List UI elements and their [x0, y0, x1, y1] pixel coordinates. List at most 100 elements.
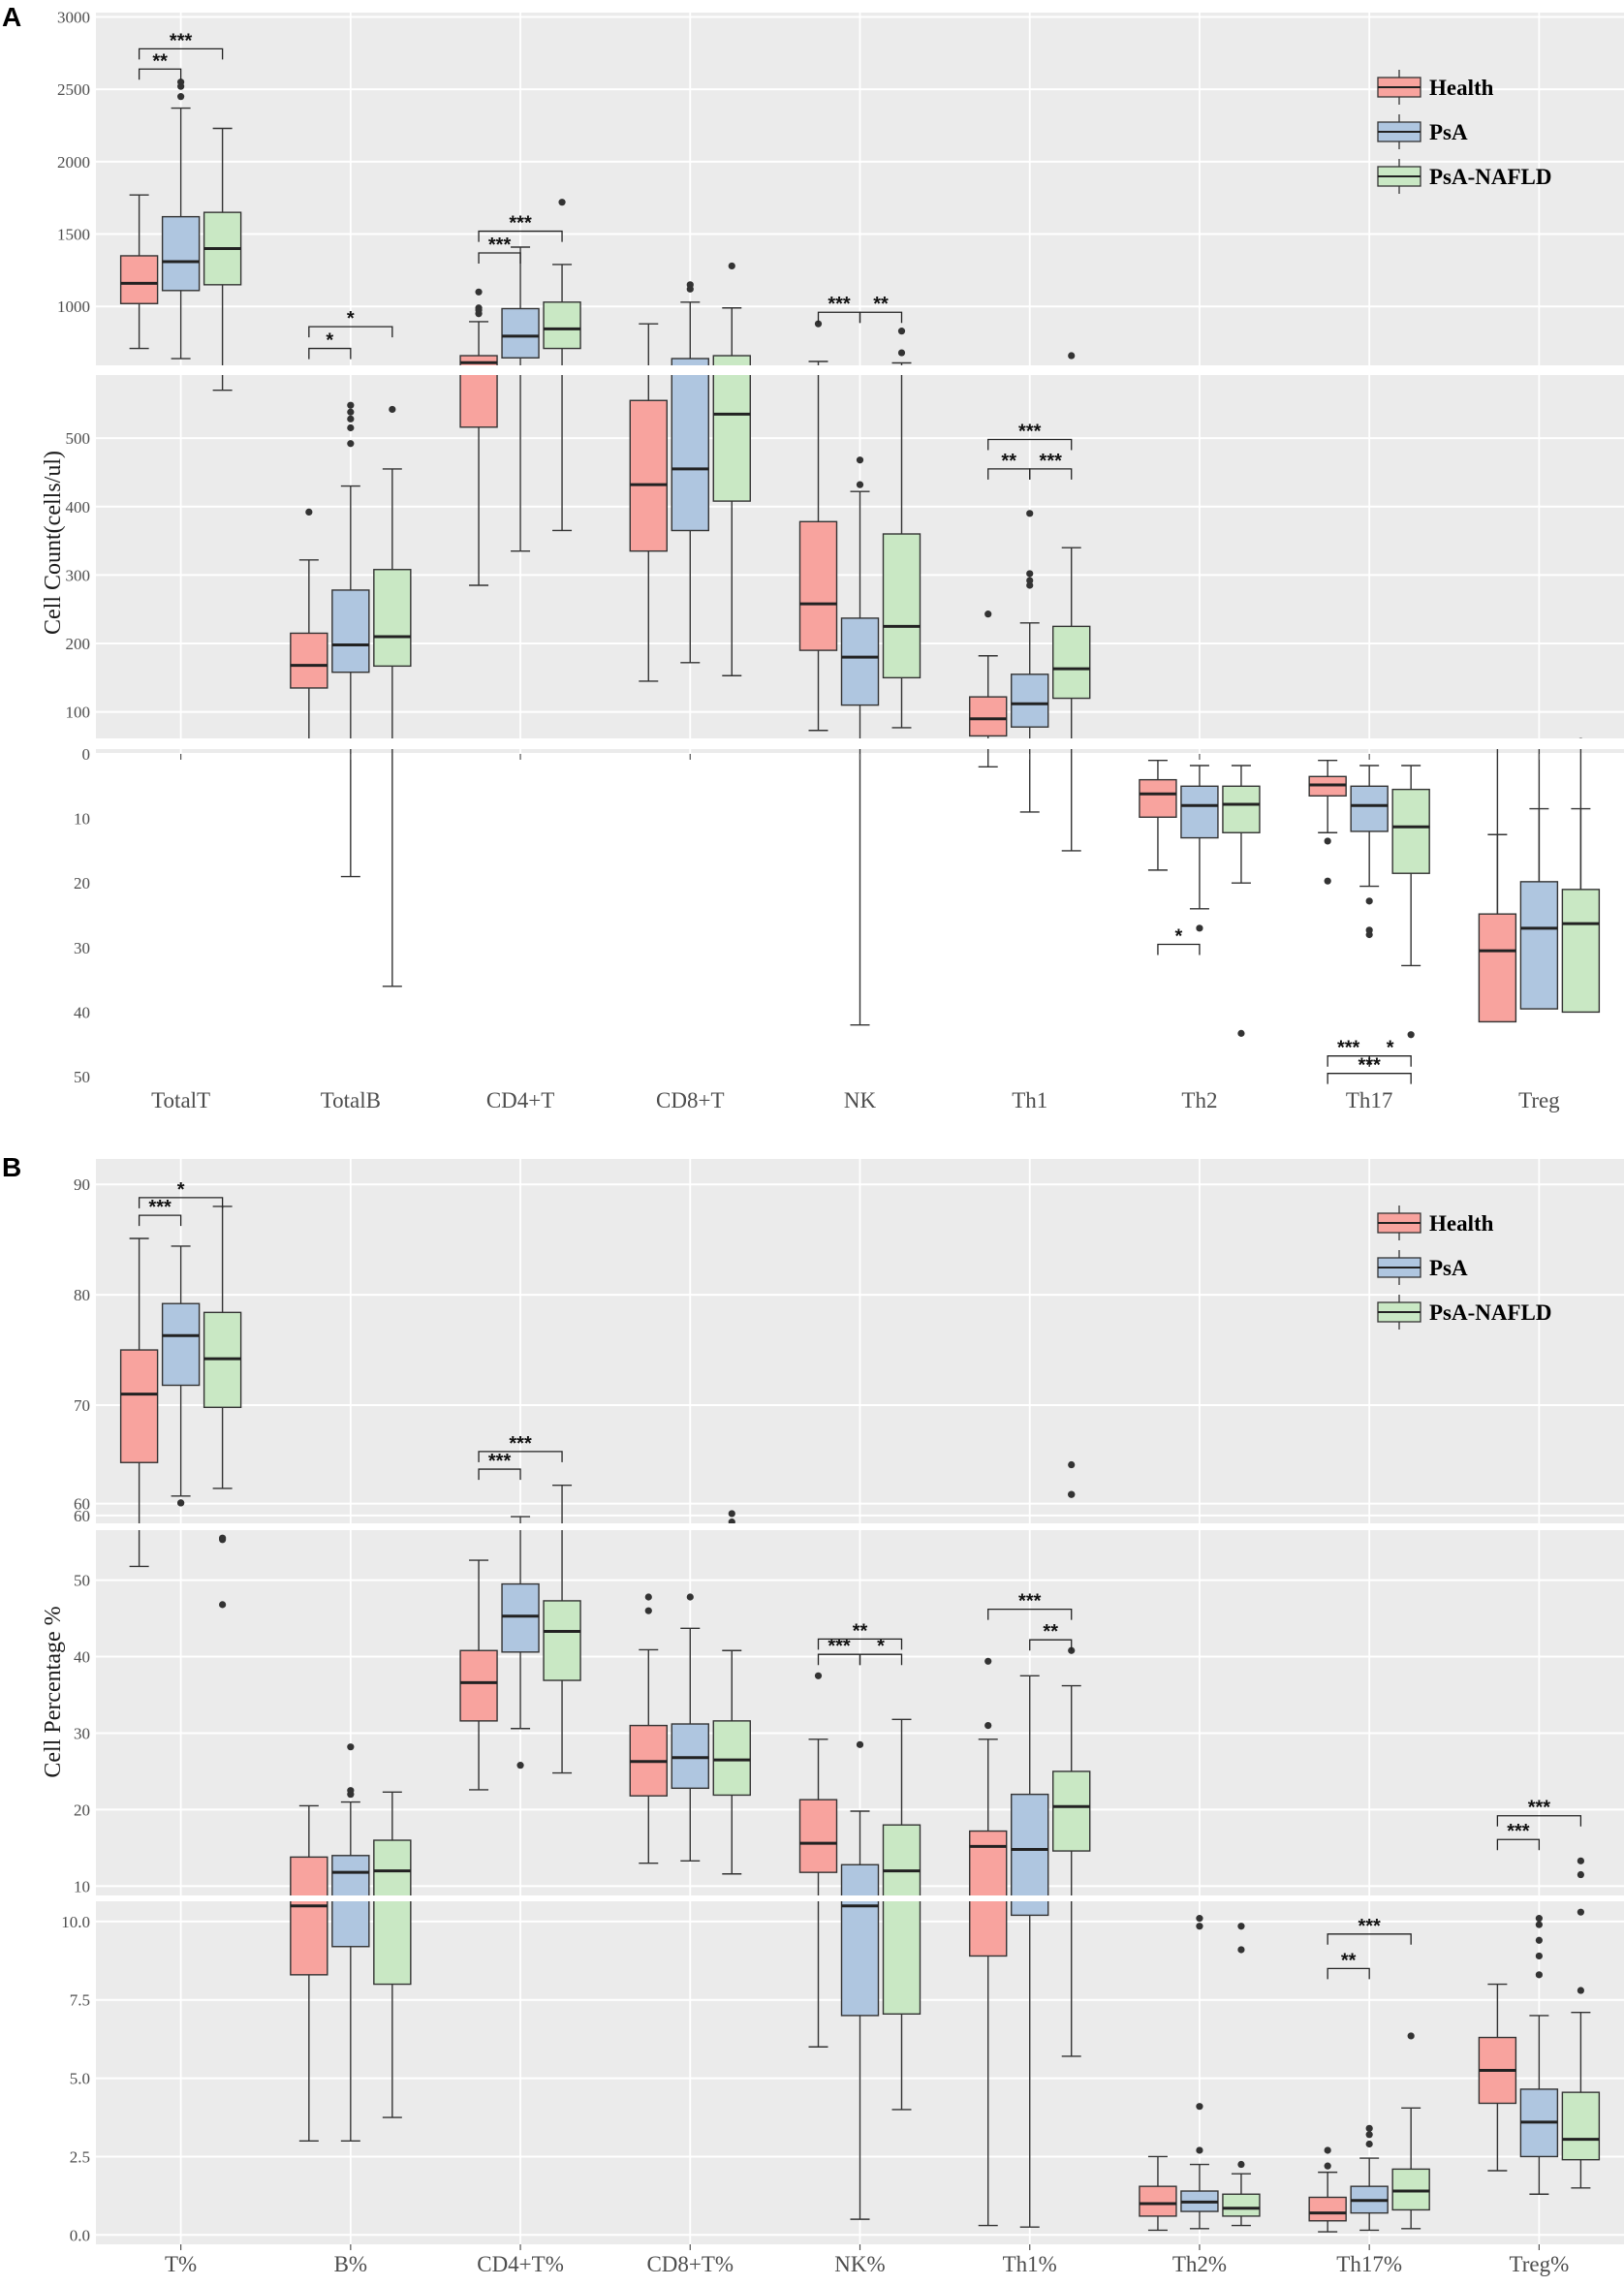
- outlier-point: [897, 349, 906, 357]
- bracket-line: [1496, 1815, 1582, 1827]
- box-psa-nafld-Th1: [1052, 352, 1091, 852]
- significance-bracket: *: [859, 1636, 903, 1666]
- box-psa-nafld-Treg: [1561, 737, 1601, 1014]
- outlier-point: [984, 611, 992, 618]
- significance-stars: ***: [1358, 1055, 1381, 1077]
- box-iqr: [373, 569, 412, 668]
- outlier-point: [1026, 577, 1034, 584]
- outlier-point: [1365, 930, 1373, 939]
- box-psa-CD4+T%: [501, 1516, 540, 1769]
- box-iqr: [1011, 1793, 1049, 1917]
- box-psa-CD8+T: [671, 281, 709, 664]
- box-iqr: [1011, 673, 1049, 728]
- significance-stars: **: [152, 50, 168, 72]
- significance-stars: **: [1043, 1621, 1058, 1643]
- box-psa-Th2%: [1180, 1915, 1219, 2230]
- y-tick-label: 50: [74, 1068, 90, 1086]
- legend-label: PsA-NAFLD: [1429, 165, 1552, 189]
- significance-stars: ***: [1018, 1591, 1042, 1613]
- significance-bracket: *: [308, 330, 352, 360]
- outlier-point: [686, 1593, 694, 1601]
- significance-bracket: **: [817, 1620, 903, 1650]
- y-tick-label: 1000: [57, 297, 90, 316]
- category-label: NK: [844, 1088, 877, 1112]
- outlier-point: [389, 405, 396, 414]
- significance-bracket: ***: [1327, 1916, 1412, 1945]
- outlier-point: [347, 408, 355, 416]
- box-psa-nafld-CD8+T%: [712, 1510, 751, 1875]
- box-iqr: [712, 355, 751, 502]
- category-label: Th2%: [1172, 2252, 1227, 2276]
- box-health-T%: [119, 1237, 159, 1568]
- box-iqr: [1478, 913, 1517, 1023]
- box-iqr: [1391, 2168, 1430, 2211]
- outlier-point: [475, 304, 483, 312]
- box-psa-Treg: [1519, 738, 1559, 1010]
- box-health-CD4+T%: [459, 1559, 498, 1791]
- significance-bracket: **: [138, 50, 182, 80]
- box-iqr: [1222, 785, 1261, 833]
- outlier-point: [1068, 1646, 1076, 1654]
- significance-bracket: ***: [1327, 1055, 1412, 1084]
- box-iqr: [161, 1302, 201, 1387]
- significance-stars: **: [853, 1620, 868, 1642]
- y-tick-label: 30: [74, 939, 90, 957]
- significance-stars: ***: [509, 1433, 532, 1455]
- axis-break: [0, 1523, 1624, 1530]
- box-iqr: [1139, 778, 1177, 818]
- bracket-line: [859, 311, 903, 324]
- outlier-point: [558, 199, 566, 206]
- y-tick-label: 500: [66, 429, 91, 448]
- box-psa-CD8+T%: [671, 1593, 709, 1863]
- outlier-point: [347, 401, 355, 409]
- box-health-CD8+T: [629, 323, 668, 682]
- significance-stars: ***: [1528, 1798, 1551, 1819]
- y-tick-label: 0.0: [70, 2226, 90, 2244]
- y-tick-label: 300: [66, 566, 91, 584]
- outlier-point: [856, 1740, 864, 1748]
- bracket-line: [1327, 1073, 1412, 1084]
- y-tick-label: 0: [82, 745, 91, 764]
- box-psa-Th2: [1180, 765, 1219, 932]
- box-iqr: [1308, 2196, 1347, 2222]
- significance-bracket: ***: [987, 422, 1073, 451]
- significance-bracket: **: [1029, 1621, 1073, 1651]
- panel-a: A Cell Count(cells/ul) 0 10 20 30 40 50 100 200…: [0, 2, 1624, 1112]
- bracket-line: [1029, 468, 1073, 480]
- outlier-point: [347, 1743, 355, 1751]
- significance-bracket: *: [1157, 925, 1201, 955]
- box-health-TotalT: [119, 194, 159, 350]
- significance-stars: *: [347, 308, 355, 329]
- outlier-point: [1577, 1908, 1584, 1916]
- category-label: Th1%: [1003, 2252, 1057, 2276]
- box-psa-nafld-B%: [373, 1791, 412, 2118]
- box-psa-nafld-Th2%: [1222, 1923, 1261, 2227]
- outlier-point: [1068, 1490, 1076, 1498]
- y-tick-label: 2.5: [70, 2147, 90, 2166]
- legend-item-psa: PsA: [1377, 1250, 1468, 1285]
- legend-label: Health: [1429, 1211, 1494, 1236]
- outlier-point: [1068, 352, 1076, 360]
- category-label: Th1: [1012, 1088, 1047, 1112]
- bracket-line: [138, 1214, 182, 1227]
- panel-b-legend: Health PsA PsA-NAFLD: [1377, 1206, 1552, 1330]
- panel-b-plot-area: 0.02.55.07.510.010203040506060708090****…: [0, 1159, 1624, 2276]
- category-label: Treg: [1518, 1088, 1560, 1112]
- box-iqr: [290, 632, 328, 689]
- legend-item-psa-nafld: PsA-NAFLD: [1377, 159, 1552, 194]
- bracket-line: [1368, 1055, 1412, 1067]
- box-psa-nafld-Th2: [1222, 765, 1261, 1037]
- axis-break: [0, 738, 1624, 749]
- y-tick-label: 3000: [57, 8, 90, 26]
- category-label: NK%: [834, 2252, 885, 2276]
- significance-bracket: **: [859, 294, 903, 324]
- legend-label: PsA: [1429, 120, 1468, 144]
- box-iqr: [1139, 2185, 1177, 2217]
- box-psa-nafld-NK%: [882, 1718, 921, 2111]
- panel-a-legend: Health PsA PsA-NAFLD: [1377, 70, 1552, 194]
- box-iqr: [290, 1856, 328, 1976]
- significance-stars: *: [177, 1179, 185, 1201]
- outlier-point: [1237, 1923, 1245, 1930]
- box-iqr: [969, 1830, 1008, 1957]
